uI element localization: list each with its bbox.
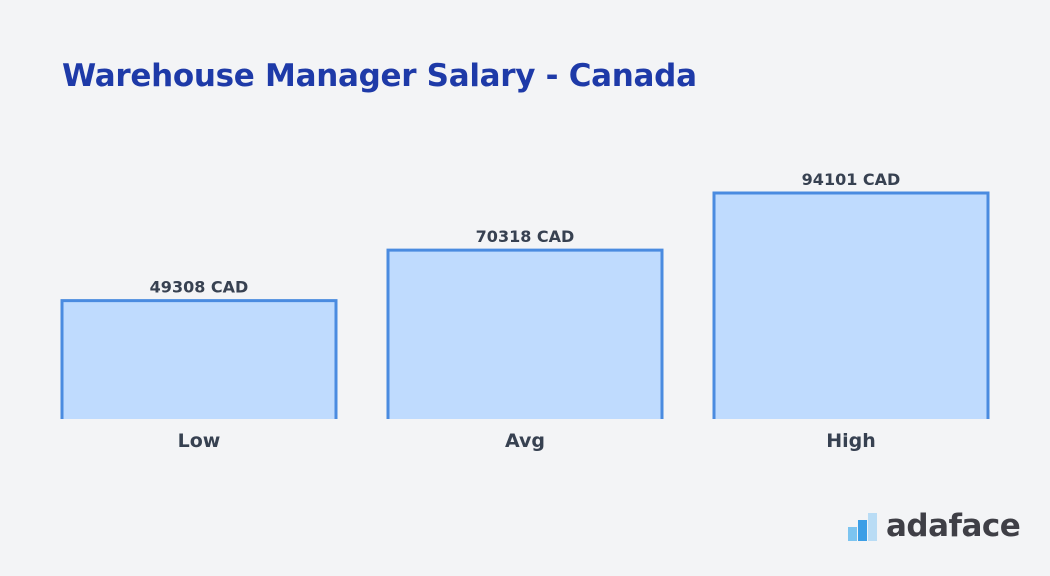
value-label-low: 49308 CAD — [150, 278, 249, 297]
category-label-avg: Avg — [505, 430, 545, 452]
category-label-low: Low — [178, 430, 221, 452]
salary-bar-chart: 49308 CAD Low 70318 CAD Avg 94101 CAD High — [60, 170, 990, 452]
bar-outline-high — [712, 191, 990, 419]
bar-low — [62, 300, 336, 419]
bar-outline-low — [60, 299, 338, 419]
adaface-bars-icon — [848, 513, 877, 541]
category-label-high: High — [826, 430, 876, 452]
bar-outline-avg — [386, 248, 664, 419]
bar-avg — [388, 250, 662, 419]
adaface-logo: adaface — [848, 508, 1021, 544]
chart-title: Warehouse Manager Salary - Canada — [62, 58, 697, 94]
value-label-avg: 70318 CAD — [476, 227, 575, 246]
value-label-high: 94101 CAD — [802, 170, 901, 189]
logo-text: adaface — [886, 508, 1021, 544]
bar-high — [714, 193, 988, 419]
